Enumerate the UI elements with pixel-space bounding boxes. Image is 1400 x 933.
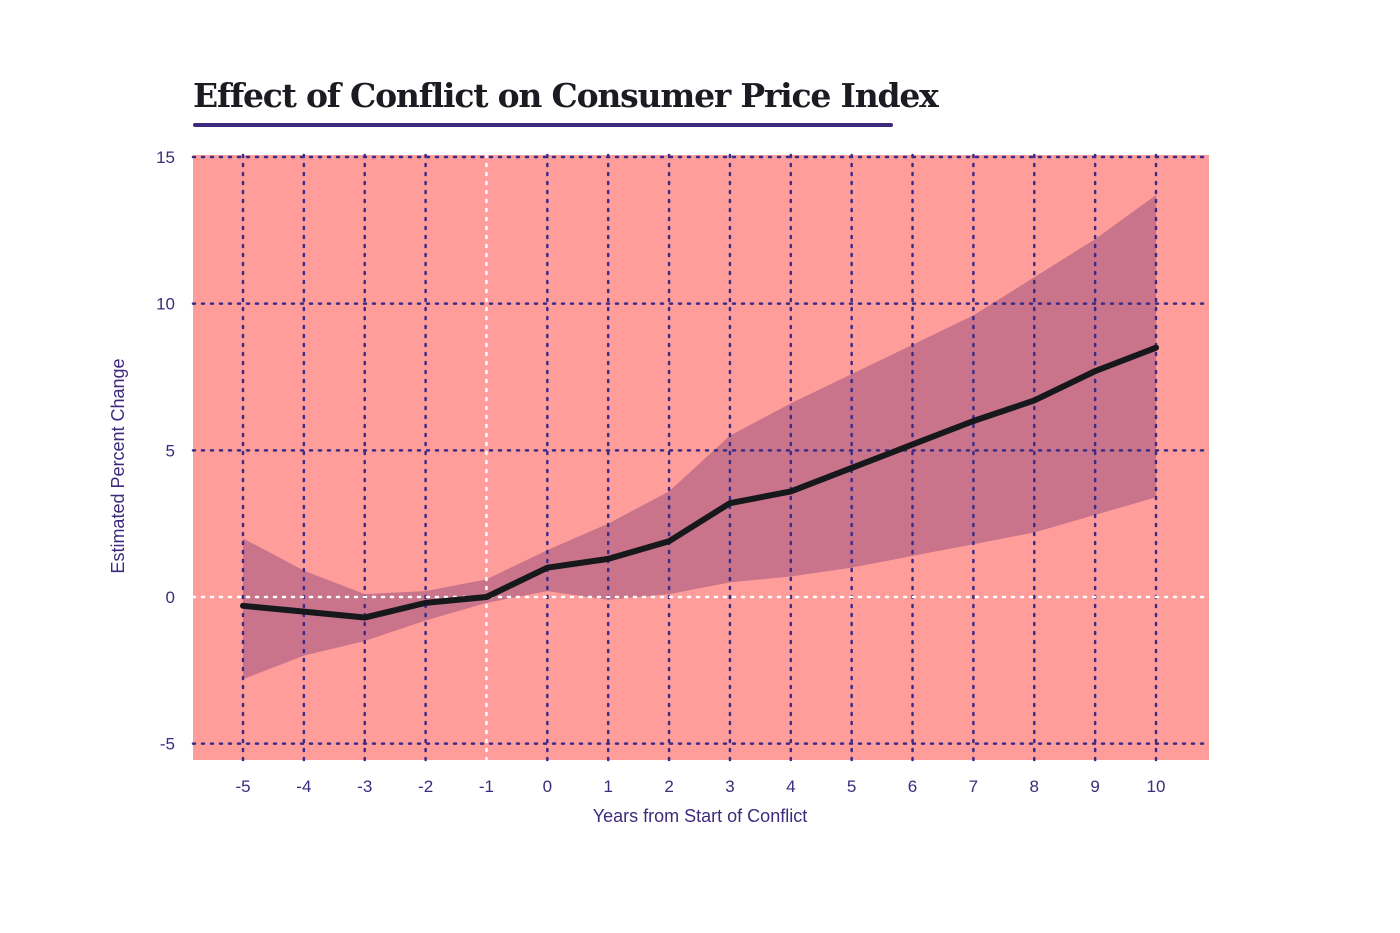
x-tick-label: 5 — [847, 777, 856, 796]
data-point — [789, 490, 792, 493]
x-tick-label: 10 — [1147, 777, 1166, 796]
x-tick-label: 1 — [603, 777, 612, 796]
y-axis-label: Estimated Percent Change — [108, 358, 128, 573]
x-tick-label: -3 — [357, 777, 372, 796]
y-tick-label: 15 — [156, 148, 175, 167]
x-tick-label: 6 — [908, 777, 917, 796]
data-point — [546, 566, 549, 569]
x-tick-label: 8 — [1030, 777, 1039, 796]
data-point — [911, 443, 914, 446]
y-tick-label: 5 — [166, 441, 175, 460]
x-tick-label: -5 — [235, 777, 250, 796]
y-tick-label: -5 — [160, 735, 175, 754]
y-tick-label: 10 — [156, 295, 175, 314]
x-tick-label: 3 — [725, 777, 734, 796]
y-tick-label: 0 — [166, 588, 175, 607]
data-point — [485, 596, 488, 598]
series-line — [240, 344, 1159, 621]
data-point — [972, 420, 975, 422]
chart-title: Effect of Conflict on Consumer Price Ind… — [193, 76, 939, 115]
data-point — [363, 616, 366, 619]
x-axis-label: Years from Start of Conflict — [593, 806, 807, 826]
data-point — [1094, 370, 1097, 373]
data-point — [242, 604, 244, 607]
data-point — [607, 557, 610, 560]
data-point — [1033, 399, 1036, 402]
x-tick-label: 7 — [969, 777, 978, 796]
data-point — [424, 601, 427, 604]
data-point — [1155, 346, 1157, 349]
x-tick-label: -1 — [479, 777, 494, 796]
x-tick-label: -4 — [296, 777, 311, 796]
data-point — [850, 466, 853, 469]
x-tick-label: 4 — [786, 777, 795, 796]
data-point — [302, 610, 305, 613]
title-underline — [193, 123, 893, 127]
data-point — [668, 540, 671, 543]
x-tick-label: 0 — [543, 777, 552, 796]
data-point — [728, 502, 731, 505]
x-tick-label: 9 — [1090, 777, 1099, 796]
x-tick-label: 2 — [664, 777, 673, 796]
x-tick-label: -2 — [418, 777, 433, 796]
